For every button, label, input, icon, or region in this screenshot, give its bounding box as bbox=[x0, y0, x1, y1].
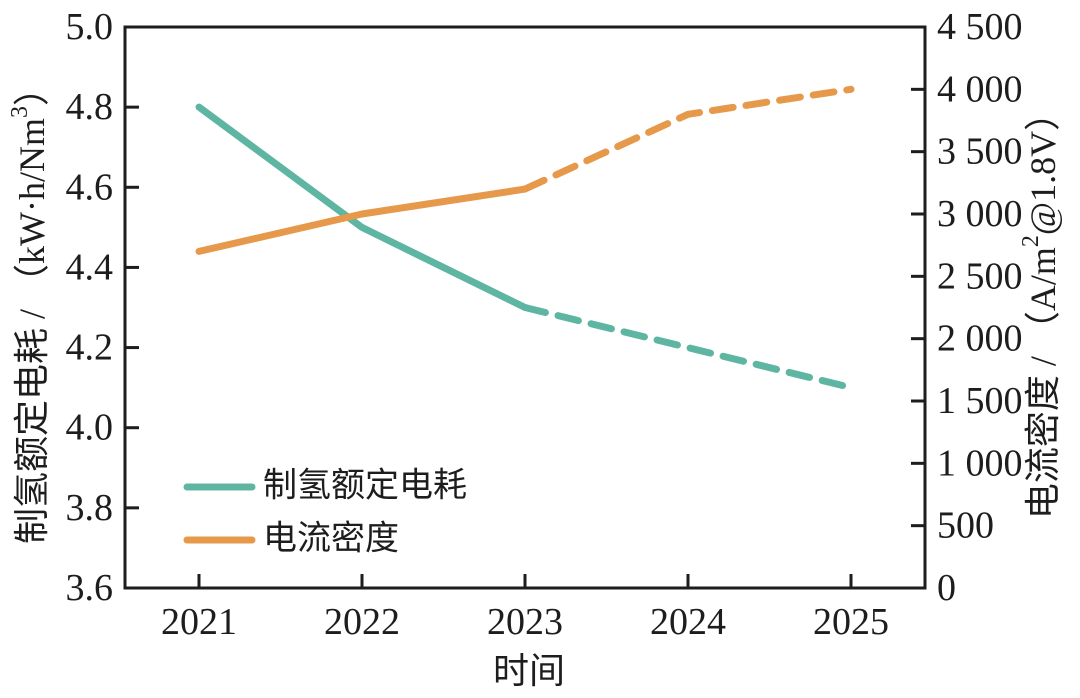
left-axis-tick-label: 5.0 bbox=[66, 6, 114, 48]
left-axis-tick-label: 4.4 bbox=[66, 246, 114, 288]
right-axis-tick-label: 1 500 bbox=[937, 380, 1023, 422]
axis-ticks: 5.0 4.8 4.6 4.4 4.2 4.0 3.8 3.6 4 500 4 000 3 500 3… bbox=[66, 6, 1023, 643]
right-axis-tick-label: 2 000 bbox=[937, 318, 1023, 360]
left-axis-tick-label: 4.6 bbox=[66, 166, 114, 208]
right-axis-tick-label: 500 bbox=[937, 505, 994, 547]
legend-label: 制氢额定电耗 bbox=[263, 467, 467, 505]
x-axis-title: 时间 bbox=[493, 651, 565, 691]
series-line-dashed bbox=[521, 85, 855, 193]
right-axis-tick-label: 3 500 bbox=[937, 131, 1023, 173]
right-axis-tick-label: 0 bbox=[937, 567, 956, 609]
series-line-dashed bbox=[521, 304, 855, 392]
right-axis-tick-label: 3 000 bbox=[937, 193, 1023, 235]
left-axis-tick-label: 3.8 bbox=[66, 487, 114, 529]
left-axis-tick-label: 4.2 bbox=[66, 327, 114, 369]
x-axis-tick-label: 2024 bbox=[650, 601, 726, 643]
x-axis-tick-label: 2022 bbox=[324, 601, 400, 643]
left-axis-tick-label: 4.0 bbox=[66, 407, 114, 449]
left-axis-tick-label: 3.6 bbox=[66, 567, 114, 609]
right-axis-title: 电流密度 / （A/m2@1.8V） bbox=[1018, 95, 1063, 519]
x-axis-tick-label: 2021 bbox=[161, 601, 237, 643]
series-line-solid bbox=[195, 185, 529, 255]
x-axis-tick-label: 2025 bbox=[813, 601, 889, 643]
right-axis-tick-label: 2 500 bbox=[937, 255, 1023, 297]
right-axis-tick-label: 1 000 bbox=[937, 442, 1023, 484]
left-axis-tick-label: 4.8 bbox=[66, 86, 114, 128]
axis-titles: 时间 制氢额定电耗 / （kW·h/Nm3） 电流密度 / （A/m2@1.8V） bbox=[7, 70, 1063, 691]
series-line-solid bbox=[195, 103, 529, 311]
right-axis-tick-label: 4 500 bbox=[937, 6, 1023, 48]
legend-label: 电流密度 bbox=[263, 520, 399, 558]
x-axis-tick-label: 2023 bbox=[487, 601, 563, 643]
right-axis-tick-label: 4 000 bbox=[937, 68, 1023, 110]
left-axis-title: 制氢额定电耗 / （kW·h/Nm3） bbox=[7, 70, 52, 544]
data-series bbox=[195, 85, 855, 392]
